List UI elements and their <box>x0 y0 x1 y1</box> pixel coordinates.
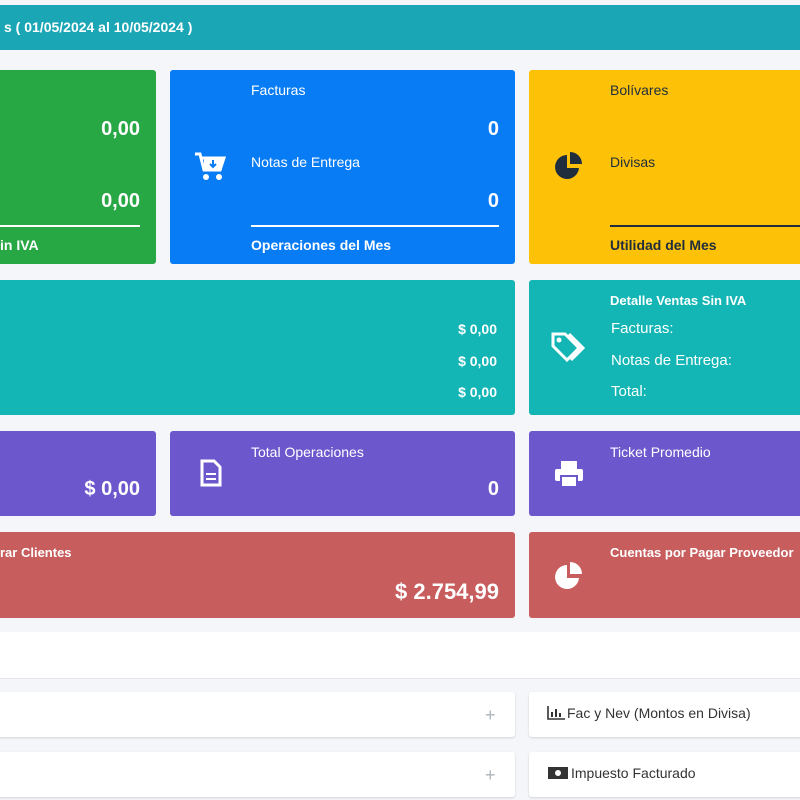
expand-button[interactable]: + <box>485 765 496 785</box>
pie-icon <box>555 562 582 589</box>
title: Cuentas por Pagar Proveedor <box>610 545 794 560</box>
value: 0 <box>487 118 499 140</box>
panel: Fac y Nev (Montos en Divisa) <box>529 692 800 737</box>
footer: Utilidad del Mes <box>610 237 717 253</box>
value: $ 2.754,99 <box>395 579 499 604</box>
panel-title: Fac y Nev (Montos en Divisa) <box>567 705 751 721</box>
card: rar Clientes $ 2.754,99 <box>0 532 515 618</box>
card: Total Operaciones 0 <box>170 431 515 516</box>
title: Ticket Promedio <box>610 444 711 460</box>
panel: + <box>0 692 515 737</box>
printer-icon <box>555 461 583 488</box>
value: 0,00 <box>101 190 140 212</box>
title: Total Operaciones <box>251 444 364 460</box>
card: 0,00 0,00 in IVA <box>0 70 156 264</box>
title: rar Clientes <box>0 545 72 560</box>
document-icon <box>200 459 222 487</box>
value: $ 0,00 <box>84 478 140 500</box>
value: $ 0,00 <box>458 384 497 400</box>
header-bar: s ( 01/05/2024 al 10/05/2024 ) <box>0 5 800 50</box>
card: $ 0,00 <box>0 431 156 516</box>
divider <box>251 225 499 227</box>
chart-icon <box>547 706 565 720</box>
card: Cuentas por Pagar Proveedor <box>529 532 800 618</box>
section-strip <box>0 632 800 679</box>
divider <box>0 225 140 227</box>
card: Detalle Ventas Sin IVA Facturas: Notas d… <box>529 280 800 415</box>
label: Divisas <box>610 154 656 170</box>
pie-icon <box>555 152 582 179</box>
header-title: s ( 01/05/2024 al 10/05/2024 ) <box>4 19 193 35</box>
footer: in IVA <box>0 237 39 253</box>
footer: Operaciones del Mes <box>251 237 392 253</box>
cart-icon <box>195 152 227 180</box>
card: $ 0,00 $ 0,00 $ 0,00 <box>0 280 515 415</box>
expand-button[interactable]: + <box>485 705 496 725</box>
value: 0 <box>487 190 499 212</box>
label: Facturas: <box>611 320 674 337</box>
card: Bolívares Divisas Utilidad del Mes <box>529 70 800 264</box>
label: Notas de Entrega <box>251 154 360 170</box>
tags-icon <box>551 332 585 362</box>
panel: + <box>0 752 515 797</box>
card: Facturas 0 Notas de Entrega 0 Operacione… <box>170 70 515 264</box>
value: 0,00 <box>101 118 140 140</box>
value: 0 <box>487 478 499 500</box>
money-icon <box>548 767 568 779</box>
panel-title: Impuesto Facturado <box>571 765 696 781</box>
label: Facturas <box>251 82 306 98</box>
panel: Impuesto Facturado <box>529 752 800 797</box>
value: $ 0,00 <box>458 321 497 337</box>
label: Bolívares <box>610 82 669 98</box>
label: Notas de Entrega: <box>611 352 732 369</box>
card: Ticket Promedio <box>529 431 800 516</box>
value: $ 0,00 <box>458 353 497 369</box>
divider <box>610 225 800 227</box>
title: Detalle Ventas Sin IVA <box>610 293 747 308</box>
label: Total: <box>611 383 647 400</box>
